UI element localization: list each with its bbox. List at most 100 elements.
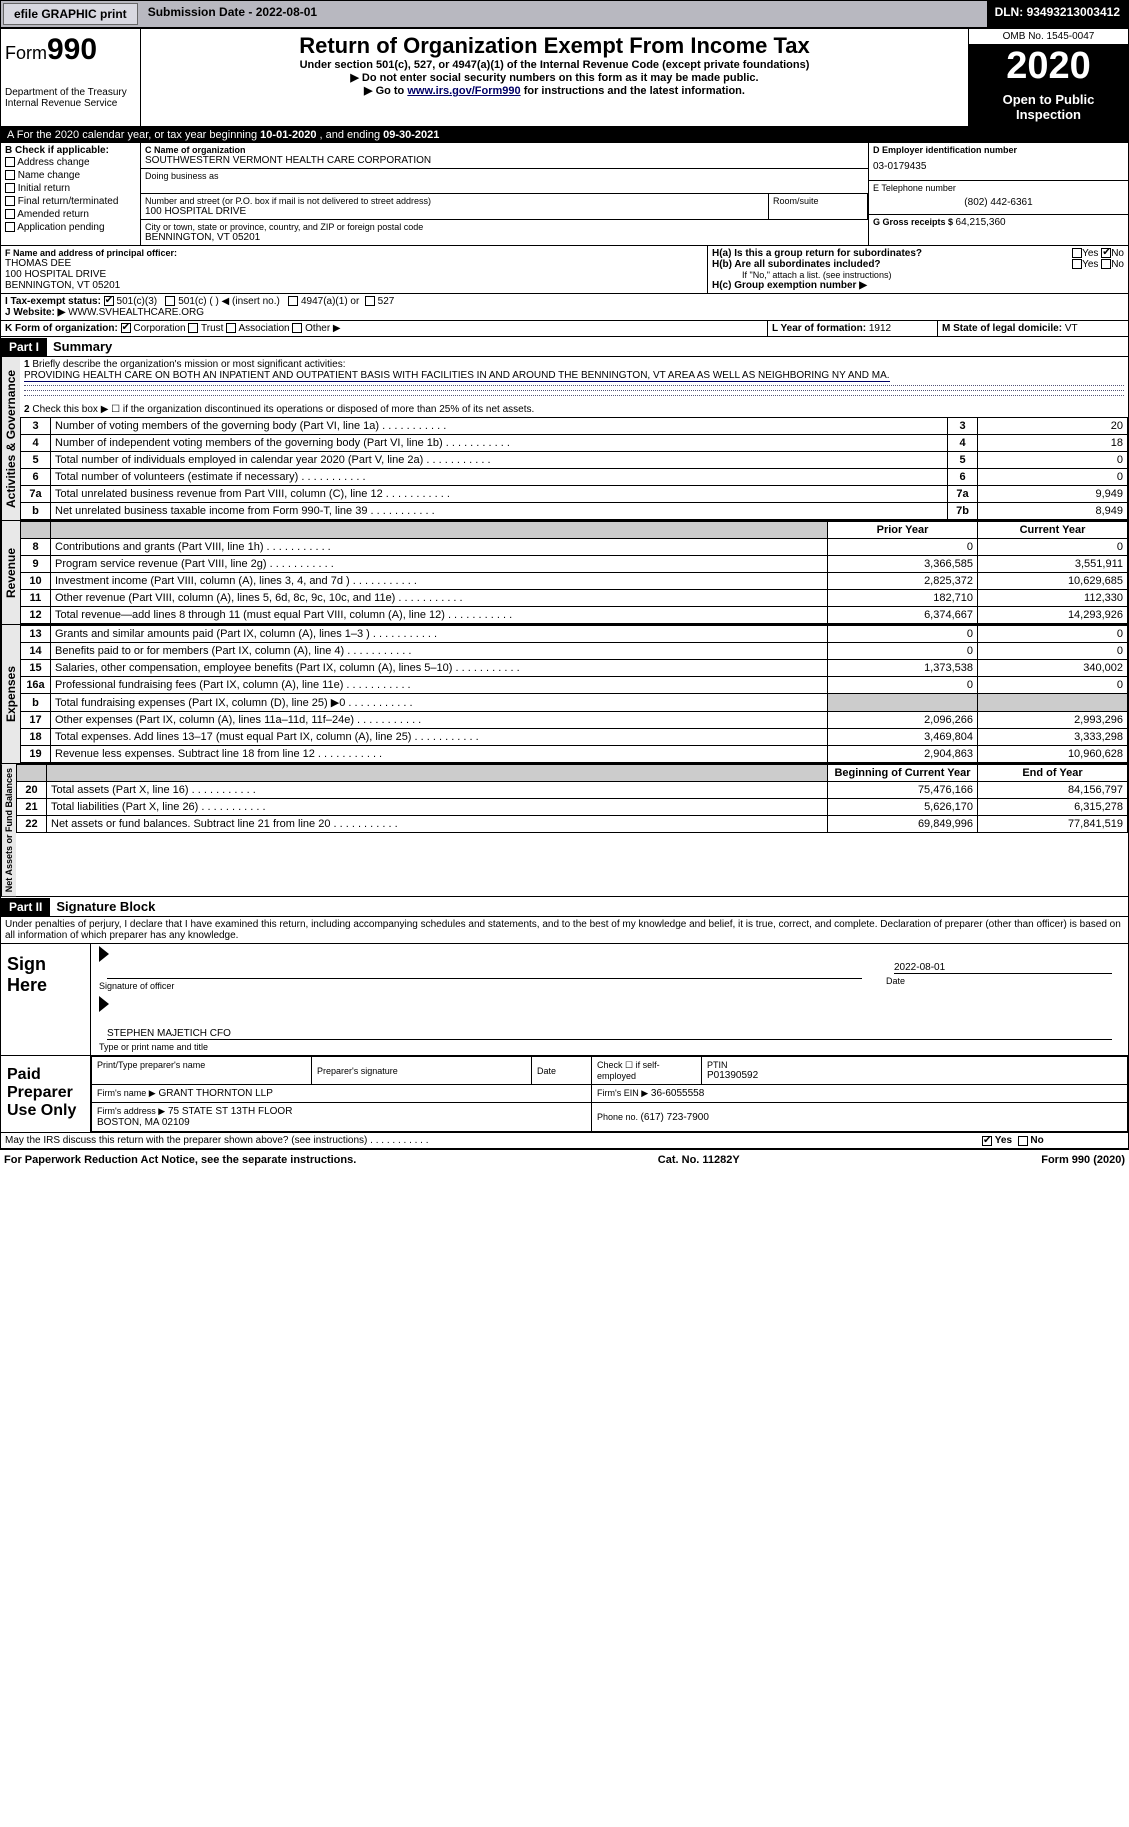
hb-no-box[interactable] xyxy=(1101,259,1111,269)
prep-row-3: Firm's address ▶ 75 STATE ST 13TH FLOOR … xyxy=(92,1103,1128,1132)
irs-link[interactable]: www.irs.gov/Form990 xyxy=(407,85,520,97)
chk-amended[interactable]: Amended return xyxy=(5,208,136,221)
prior-value: 0 xyxy=(828,626,978,643)
prior-value: 2,904,863 xyxy=(828,746,978,763)
header-right: OMB No. 1545-0047 2020 Open to Public In… xyxy=(968,29,1128,126)
sign-here-block: Sign Here Signature of officer 2022-08-0… xyxy=(0,944,1129,1056)
omb-number: OMB No. 1545-0047 xyxy=(969,29,1128,45)
current-value xyxy=(978,694,1128,712)
ha-yes-box[interactable] xyxy=(1072,248,1082,258)
irs-yes-box[interactable] xyxy=(982,1136,992,1146)
form-number: Form990 xyxy=(5,33,136,67)
yes-label: Yes xyxy=(1082,248,1098,259)
current-value: 0 xyxy=(978,643,1128,660)
city-cell: City or town, state or province, country… xyxy=(141,220,868,245)
decl-text: Under penalties of perjury, I declare th… xyxy=(1,917,1128,943)
irs-no-box[interactable] xyxy=(1018,1136,1028,1146)
part1-title: Summary xyxy=(47,337,118,356)
h-a: H(a) Is this a group return for subordin… xyxy=(712,248,1124,259)
line-num: 21 xyxy=(17,799,47,816)
section-l: L Year of formation: 1912 xyxy=(768,321,938,336)
k-trust-box[interactable] xyxy=(188,323,198,333)
line-num: 8 xyxy=(21,539,51,556)
no-label: No xyxy=(1111,259,1124,270)
chk-app-pending[interactable]: Application pending xyxy=(5,221,136,234)
chk-initial-return[interactable]: Initial return xyxy=(5,182,136,195)
chk-final-return[interactable]: Final return/terminated xyxy=(5,195,136,208)
efile-print-button[interactable]: efile GRAPHIC print xyxy=(3,3,138,25)
footer: For Paperwork Reduction Act Notice, see … xyxy=(0,1149,1129,1170)
hb-yes-box[interactable] xyxy=(1072,259,1082,269)
net-table: Beginning of Current Year End of Year 20… xyxy=(16,764,1128,833)
gov-table: 3Number of voting members of the governi… xyxy=(20,417,1128,520)
q2: 2 Check this box ▶ ☐ if the organization… xyxy=(20,402,1128,417)
i-501c3-box[interactable] xyxy=(104,296,114,306)
secE-label: E Telephone number xyxy=(873,183,1124,193)
ptin: P01390592 xyxy=(707,1070,1122,1081)
line-num: 15 xyxy=(21,660,51,677)
current-value: 0 xyxy=(978,677,1128,694)
rev-header-row: Prior Year Current Year xyxy=(21,522,1128,539)
ha-no-box[interactable] xyxy=(1101,248,1111,258)
prior-value: 3,469,804 xyxy=(828,729,978,746)
q2-label: Check this box ▶ ☐ if the organization d… xyxy=(32,404,534,415)
line-ref: 7b xyxy=(948,503,978,520)
table-row: 8Contributions and grants (Part VIII, li… xyxy=(21,539,1128,556)
tax-year: 2020 xyxy=(969,45,1128,88)
net-section: Beginning of Current Year End of Year 20… xyxy=(16,764,1128,896)
prior-value: 75,476,166 xyxy=(828,782,978,799)
section-f: F Name and address of principal officer:… xyxy=(1,246,708,293)
section-d: D Employer identification number 03-0179… xyxy=(869,143,1128,181)
line-num: 10 xyxy=(21,573,51,590)
firm-name: GRANT THORNTON LLP xyxy=(158,1088,272,1099)
chk-address-change[interactable]: Address change xyxy=(5,156,136,169)
k-other-box[interactable] xyxy=(292,323,302,333)
prep-phone-label: Phone no. xyxy=(597,1112,641,1122)
line-num: 18 xyxy=(21,729,51,746)
hb-note: If "No," attach a list. (see instruction… xyxy=(712,270,1124,280)
i-527-box[interactable] xyxy=(365,296,375,306)
table-row: 18Total expenses. Add lines 13–17 (must … xyxy=(21,729,1128,746)
exp-section: 13Grants and similar amounts paid (Part … xyxy=(20,625,1128,763)
i-o2: 501(c) ( ) ◀ (insert no.) xyxy=(178,296,280,307)
blank xyxy=(47,765,828,782)
i-4947-box[interactable] xyxy=(288,296,298,306)
chk-name-change[interactable]: Name change xyxy=(5,169,136,182)
street-address: 100 HOSPITAL DRIVE xyxy=(145,206,764,217)
k-assoc-box[interactable] xyxy=(226,323,236,333)
current-value: 84,156,797 xyxy=(978,782,1128,799)
prior-value: 6,374,667 xyxy=(828,607,978,624)
website: WWW.SVHEALTHCARE.ORG xyxy=(68,307,204,318)
line-num: 5 xyxy=(21,452,51,469)
prior-value: 3,366,585 xyxy=(828,556,978,573)
q1-answer: PROVIDING HEALTH CARE ON BOTH AN INPATIE… xyxy=(24,370,890,382)
table-row: 6Total number of volunteers (estimate if… xyxy=(21,469,1128,486)
k-corp-box[interactable] xyxy=(121,323,131,333)
submission-date-value: 2022-08-01 xyxy=(256,5,317,19)
i-501c-box[interactable] xyxy=(165,296,175,306)
irs-q-text: May the IRS discuss this return with the… xyxy=(5,1135,367,1146)
lineA-mid: , and ending xyxy=(316,129,383,141)
line-a: A For the 2020 calendar year, or tax yea… xyxy=(0,127,1129,143)
table-row: 9Program service revenue (Part VIII, lin… xyxy=(21,556,1128,573)
current-value: 0 xyxy=(978,626,1128,643)
prior-value: 2,825,372 xyxy=(828,573,978,590)
year-formation: 1912 xyxy=(869,323,891,334)
line-label: Total number of individuals employed in … xyxy=(51,452,948,469)
i-o1: 501(c)(3) xyxy=(117,296,158,307)
table-row: 10Investment income (Part VIII, column (… xyxy=(21,573,1128,590)
prior-value: 182,710 xyxy=(828,590,978,607)
line-label: Number of independent voting members of … xyxy=(51,435,948,452)
line-label: Other revenue (Part VIII, column (A), li… xyxy=(51,590,828,607)
k-o3: Association xyxy=(238,323,289,334)
line-num: 19 xyxy=(21,746,51,763)
prior-year-hdr: Prior Year xyxy=(828,522,978,539)
table-row: 5Total number of individuals employed in… xyxy=(21,452,1128,469)
line-label: Professional fundraising fees (Part IX, … xyxy=(51,677,828,694)
line-num: 13 xyxy=(21,626,51,643)
secJ-label: J Website: ▶ xyxy=(5,307,65,318)
part2-header: Part II Signature Block xyxy=(0,897,1129,917)
prior-value: 69,849,996 xyxy=(828,816,978,833)
secB-label: B Check if applicable: xyxy=(5,145,136,156)
phone: (802) 442-6361 xyxy=(873,193,1124,212)
